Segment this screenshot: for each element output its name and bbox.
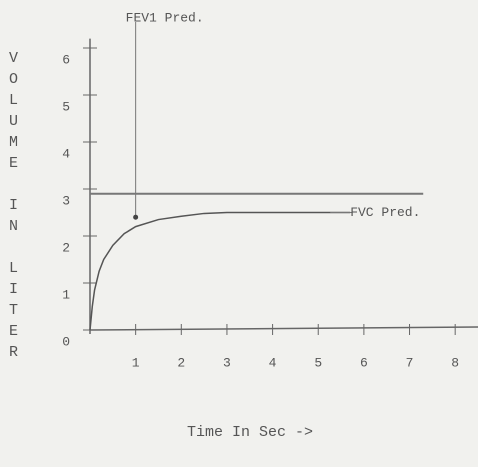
fvc-label: FVC Pred. — [350, 205, 420, 220]
x-tick-label: 7 — [406, 355, 414, 370]
y-tick-label: 4 — [62, 146, 70, 161]
x-axis — [89, 326, 478, 331]
fev1-label: FEV1 Pred. — [126, 10, 204, 25]
y-tick-label: 6 — [62, 52, 70, 67]
volume-curve — [89, 211, 351, 331]
x-tick-label: 2 — [177, 355, 185, 370]
y-axis-label: VOLUME IN LITER — [5, 50, 22, 365]
x-tick-label: 4 — [269, 355, 277, 370]
x-tick-label: 3 — [223, 355, 231, 370]
y-tick-label: 2 — [62, 240, 70, 255]
x-axis-label: Time In Sec -> — [187, 424, 313, 441]
y-tick-label: 5 — [62, 99, 70, 114]
x-tick-label: 8 — [451, 355, 459, 370]
y-tick-label: 0 — [62, 334, 70, 349]
x-tick-label: 1 — [132, 355, 140, 370]
fev1-point — [133, 214, 139, 220]
x-tick-label: 6 — [360, 355, 368, 370]
x-tick-label: 5 — [314, 355, 322, 370]
y-tick-label: 1 — [62, 287, 70, 302]
y-tick-label: 3 — [62, 193, 70, 208]
